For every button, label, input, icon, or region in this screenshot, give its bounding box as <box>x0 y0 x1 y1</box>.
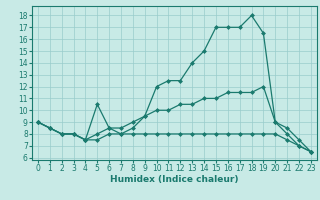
X-axis label: Humidex (Indice chaleur): Humidex (Indice chaleur) <box>110 175 239 184</box>
